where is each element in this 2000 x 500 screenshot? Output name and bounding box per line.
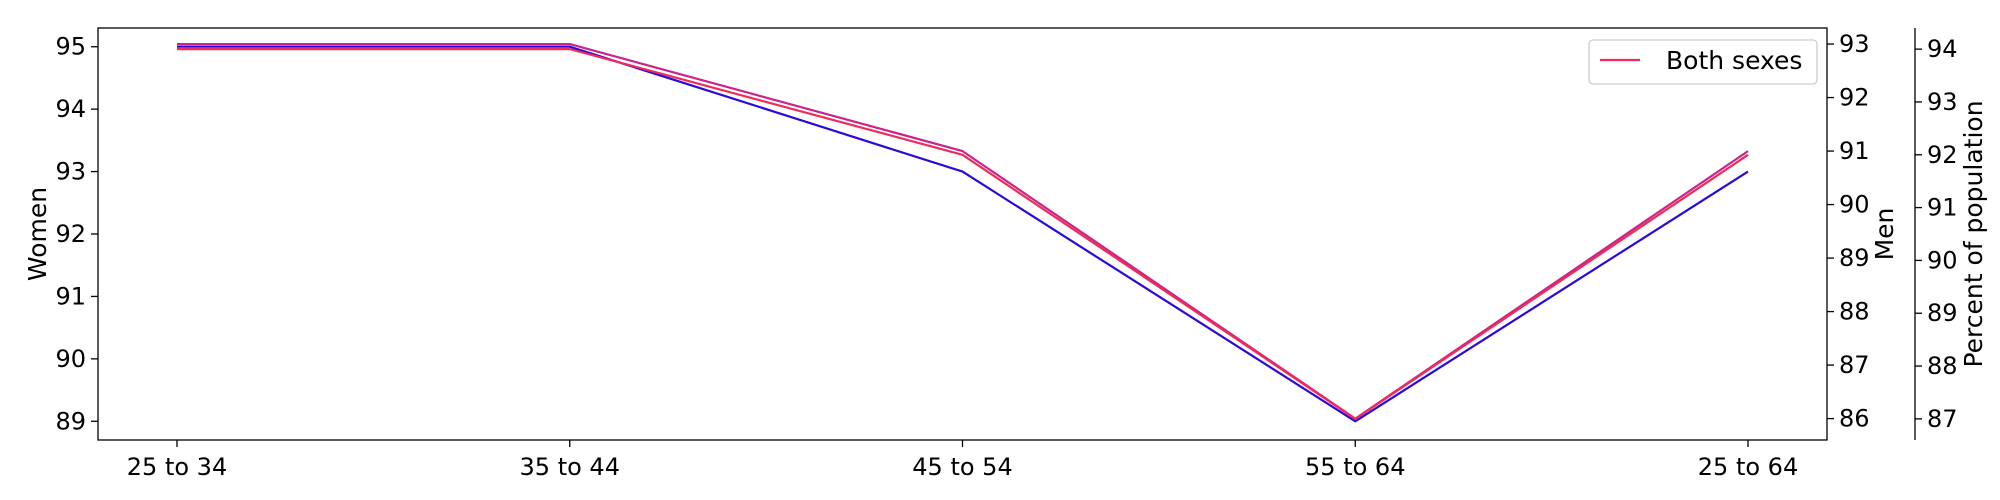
- y-axis-left: 89 90 91 92 93 94 95: [55, 33, 98, 435]
- y-tick-label-right2: 89: [1927, 299, 1958, 327]
- y-axis-right-percent: 87 88 89 90 91 92 93 94: [1915, 35, 1958, 433]
- y-tick-label-right1: 88: [1839, 298, 1870, 326]
- y-tick-label-left: 90: [55, 345, 86, 373]
- y-axis-right-men: 86 87 88 89 90 91 92 93: [1827, 30, 1870, 433]
- plot-frame: [97, 27, 1828, 441]
- y-axis-left-title: Women: [23, 187, 52, 281]
- y-tick-label-right1: 87: [1839, 351, 1870, 379]
- x-tick-label: 55 to 64: [1305, 453, 1405, 481]
- y-tick-label-right2: 88: [1927, 352, 1958, 380]
- y-tick-label-left: 94: [55, 95, 86, 123]
- legend-label: Both sexes: [1666, 46, 1802, 75]
- y-tick-label-left: 93: [55, 158, 86, 186]
- y-tick-label-right1: 92: [1839, 84, 1870, 112]
- series-line-right2: [177, 47, 1749, 420]
- y-tick-label-left: 92: [55, 220, 86, 248]
- y-tick-label-right2: 92: [1927, 141, 1958, 169]
- series-line-left: [177, 45, 1749, 423]
- x-tick-label: 25 to 34: [127, 453, 227, 481]
- x-axis: 25 to 34 35 to 44 45 to 54 55 to 64 25 to 64: [127, 440, 1798, 481]
- y-tick-label-right1: 93: [1839, 30, 1870, 58]
- x-tick-label: 45 to 54: [912, 453, 1012, 481]
- y-tick-label-right2: 93: [1927, 88, 1958, 116]
- legend-box: [1588, 39, 1818, 85]
- y-axis-right2-title: Percent of population: [1959, 100, 1988, 367]
- y-tick-label-left: 89: [55, 407, 86, 435]
- series-lines: [177, 42, 1749, 423]
- y-tick-label-right1: 86: [1839, 405, 1870, 433]
- x-tick-label: 25 to 64: [1698, 453, 1798, 481]
- y-tick-label-right2: 87: [1927, 405, 1958, 433]
- y-tick-label-right2: 90: [1927, 246, 1958, 274]
- x-tick-label: 35 to 44: [520, 453, 620, 481]
- y-tick-label-left: 91: [55, 282, 86, 310]
- y-tick-label-right2: 91: [1927, 194, 1958, 222]
- y-tick-label-right2: 94: [1927, 35, 1958, 63]
- y-tick-label-right1: 90: [1839, 191, 1870, 219]
- legend: Both sexes: [1588, 39, 1818, 85]
- y-axis-right1-title: Men: [1870, 208, 1899, 261]
- series-line-right1: [177, 42, 1749, 420]
- y-tick-label-left: 95: [55, 33, 86, 61]
- y-tick-label-right1: 89: [1839, 244, 1870, 272]
- y-tick-label-right1: 91: [1839, 137, 1870, 165]
